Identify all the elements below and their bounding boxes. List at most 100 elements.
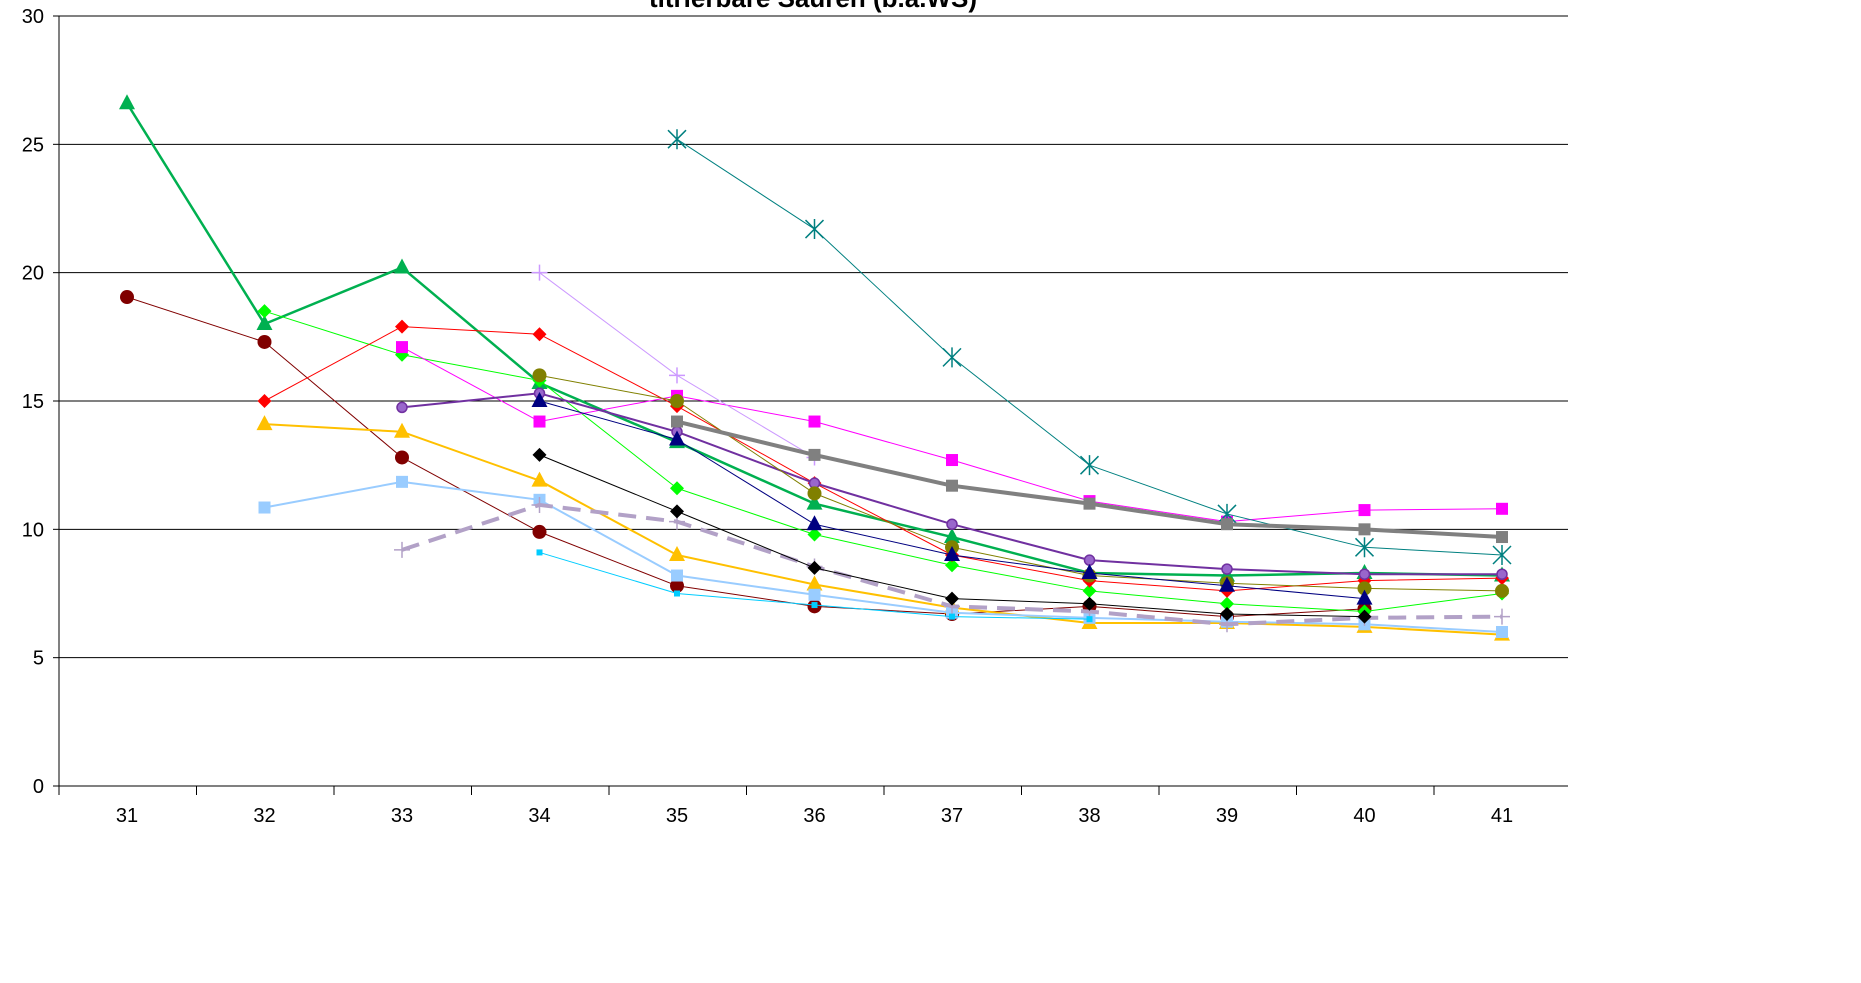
data-point [396,401,408,414]
data-point [944,528,960,544]
data-point [531,264,548,281]
data-point [1356,589,1373,605]
data-point [395,450,409,465]
data-point [667,129,687,150]
data-point [257,304,272,319]
data-point [811,602,818,609]
data-point [258,501,271,514]
data-point [1082,583,1097,598]
data-point [946,479,958,492]
data-point [1221,563,1233,575]
data-point [674,590,680,597]
data-point [946,518,958,530]
data-point [1081,563,1098,579]
data-point [394,541,410,558]
data-point [807,486,822,501]
data-point [1496,626,1508,638]
data-point [1086,616,1093,623]
series-line [264,326,1503,592]
series-3 [257,304,1509,619]
series-6 [258,475,1508,638]
series-16 [671,415,1508,544]
data-point [670,578,684,593]
y-tick-label: 15 [22,391,44,413]
data-point [1220,607,1234,622]
data-point [1083,497,1096,510]
data-point [669,546,685,561]
data-point [257,334,272,349]
chart-title: titrierbare Säuren (b.a.WS) [649,0,977,13]
series-4 [257,319,1509,598]
data-point [1496,502,1508,515]
data-point [669,367,685,384]
series-line [264,423,1503,636]
y-tick-label: 10 [22,519,44,541]
y-tick-label: 0 [33,776,44,798]
data-point [256,415,273,431]
data-point [670,504,684,519]
data-point [806,494,823,510]
data-point [806,515,823,531]
data-point [533,415,546,428]
data-point [671,569,683,582]
x-tick-label: 38 [1078,805,1100,827]
data-point [807,527,822,542]
data-point [1358,568,1371,580]
data-point [396,475,408,488]
series-14 [536,549,1093,623]
data-point [1082,596,1097,611]
x-tick-label: 40 [1353,805,1375,827]
data-point [1495,583,1509,598]
x-tick-label: 31 [116,805,138,827]
data-point [1220,596,1234,611]
x-tick-label: 34 [528,805,550,827]
data-point [1219,576,1235,592]
series-15 [667,129,1512,565]
series-line [676,419,1503,540]
data-point [531,392,548,407]
line-chart: 0 5 10 15 20 25 30 31 32 33 34 35 36 37 38 39 40 41 titri… [22,0,1568,827]
data-point [670,394,684,408]
x-tick-label: 39 [1216,805,1238,827]
y-tick-label: 25 [22,134,44,156]
data-point [532,368,547,383]
data-point [1221,518,1233,531]
data-point [531,471,548,487]
data-point [1354,537,1375,558]
data-point [120,290,134,305]
data-point [531,496,548,513]
data-point [808,588,821,601]
data-point [1357,581,1372,596]
data-point [944,546,960,561]
data-point [394,422,410,438]
data-point [1496,531,1508,544]
data-point [804,219,825,240]
data-point [119,94,135,110]
data-point [1494,608,1510,625]
data-point [1492,545,1512,565]
series-1 [119,94,1510,582]
y-tick-label: 20 [22,263,44,285]
data-point [1083,554,1096,566]
data-point [1358,523,1371,536]
data-point [536,549,543,556]
series-12 [531,392,1373,605]
data-point [394,258,410,274]
x-tick-label: 36 [803,805,825,827]
data-point [532,327,547,342]
series-line [539,374,1503,592]
data-point [671,415,683,428]
x-tick-label: 33 [391,805,413,827]
data-point [945,558,959,573]
series-line [126,296,1365,618]
series-line [264,310,1503,612]
axes: 0 5 10 15 20 25 30 31 32 33 34 35 36 37 38 39 40 41 [22,6,1568,827]
data-point [808,448,821,461]
series-layer [119,94,1512,641]
y-tick-label: 30 [22,6,44,28]
x-tick-label: 35 [666,805,688,827]
data-point [1357,609,1372,624]
x-tick-label: 32 [253,805,275,827]
data-point [806,575,823,591]
x-tick-label: 37 [941,805,963,827]
